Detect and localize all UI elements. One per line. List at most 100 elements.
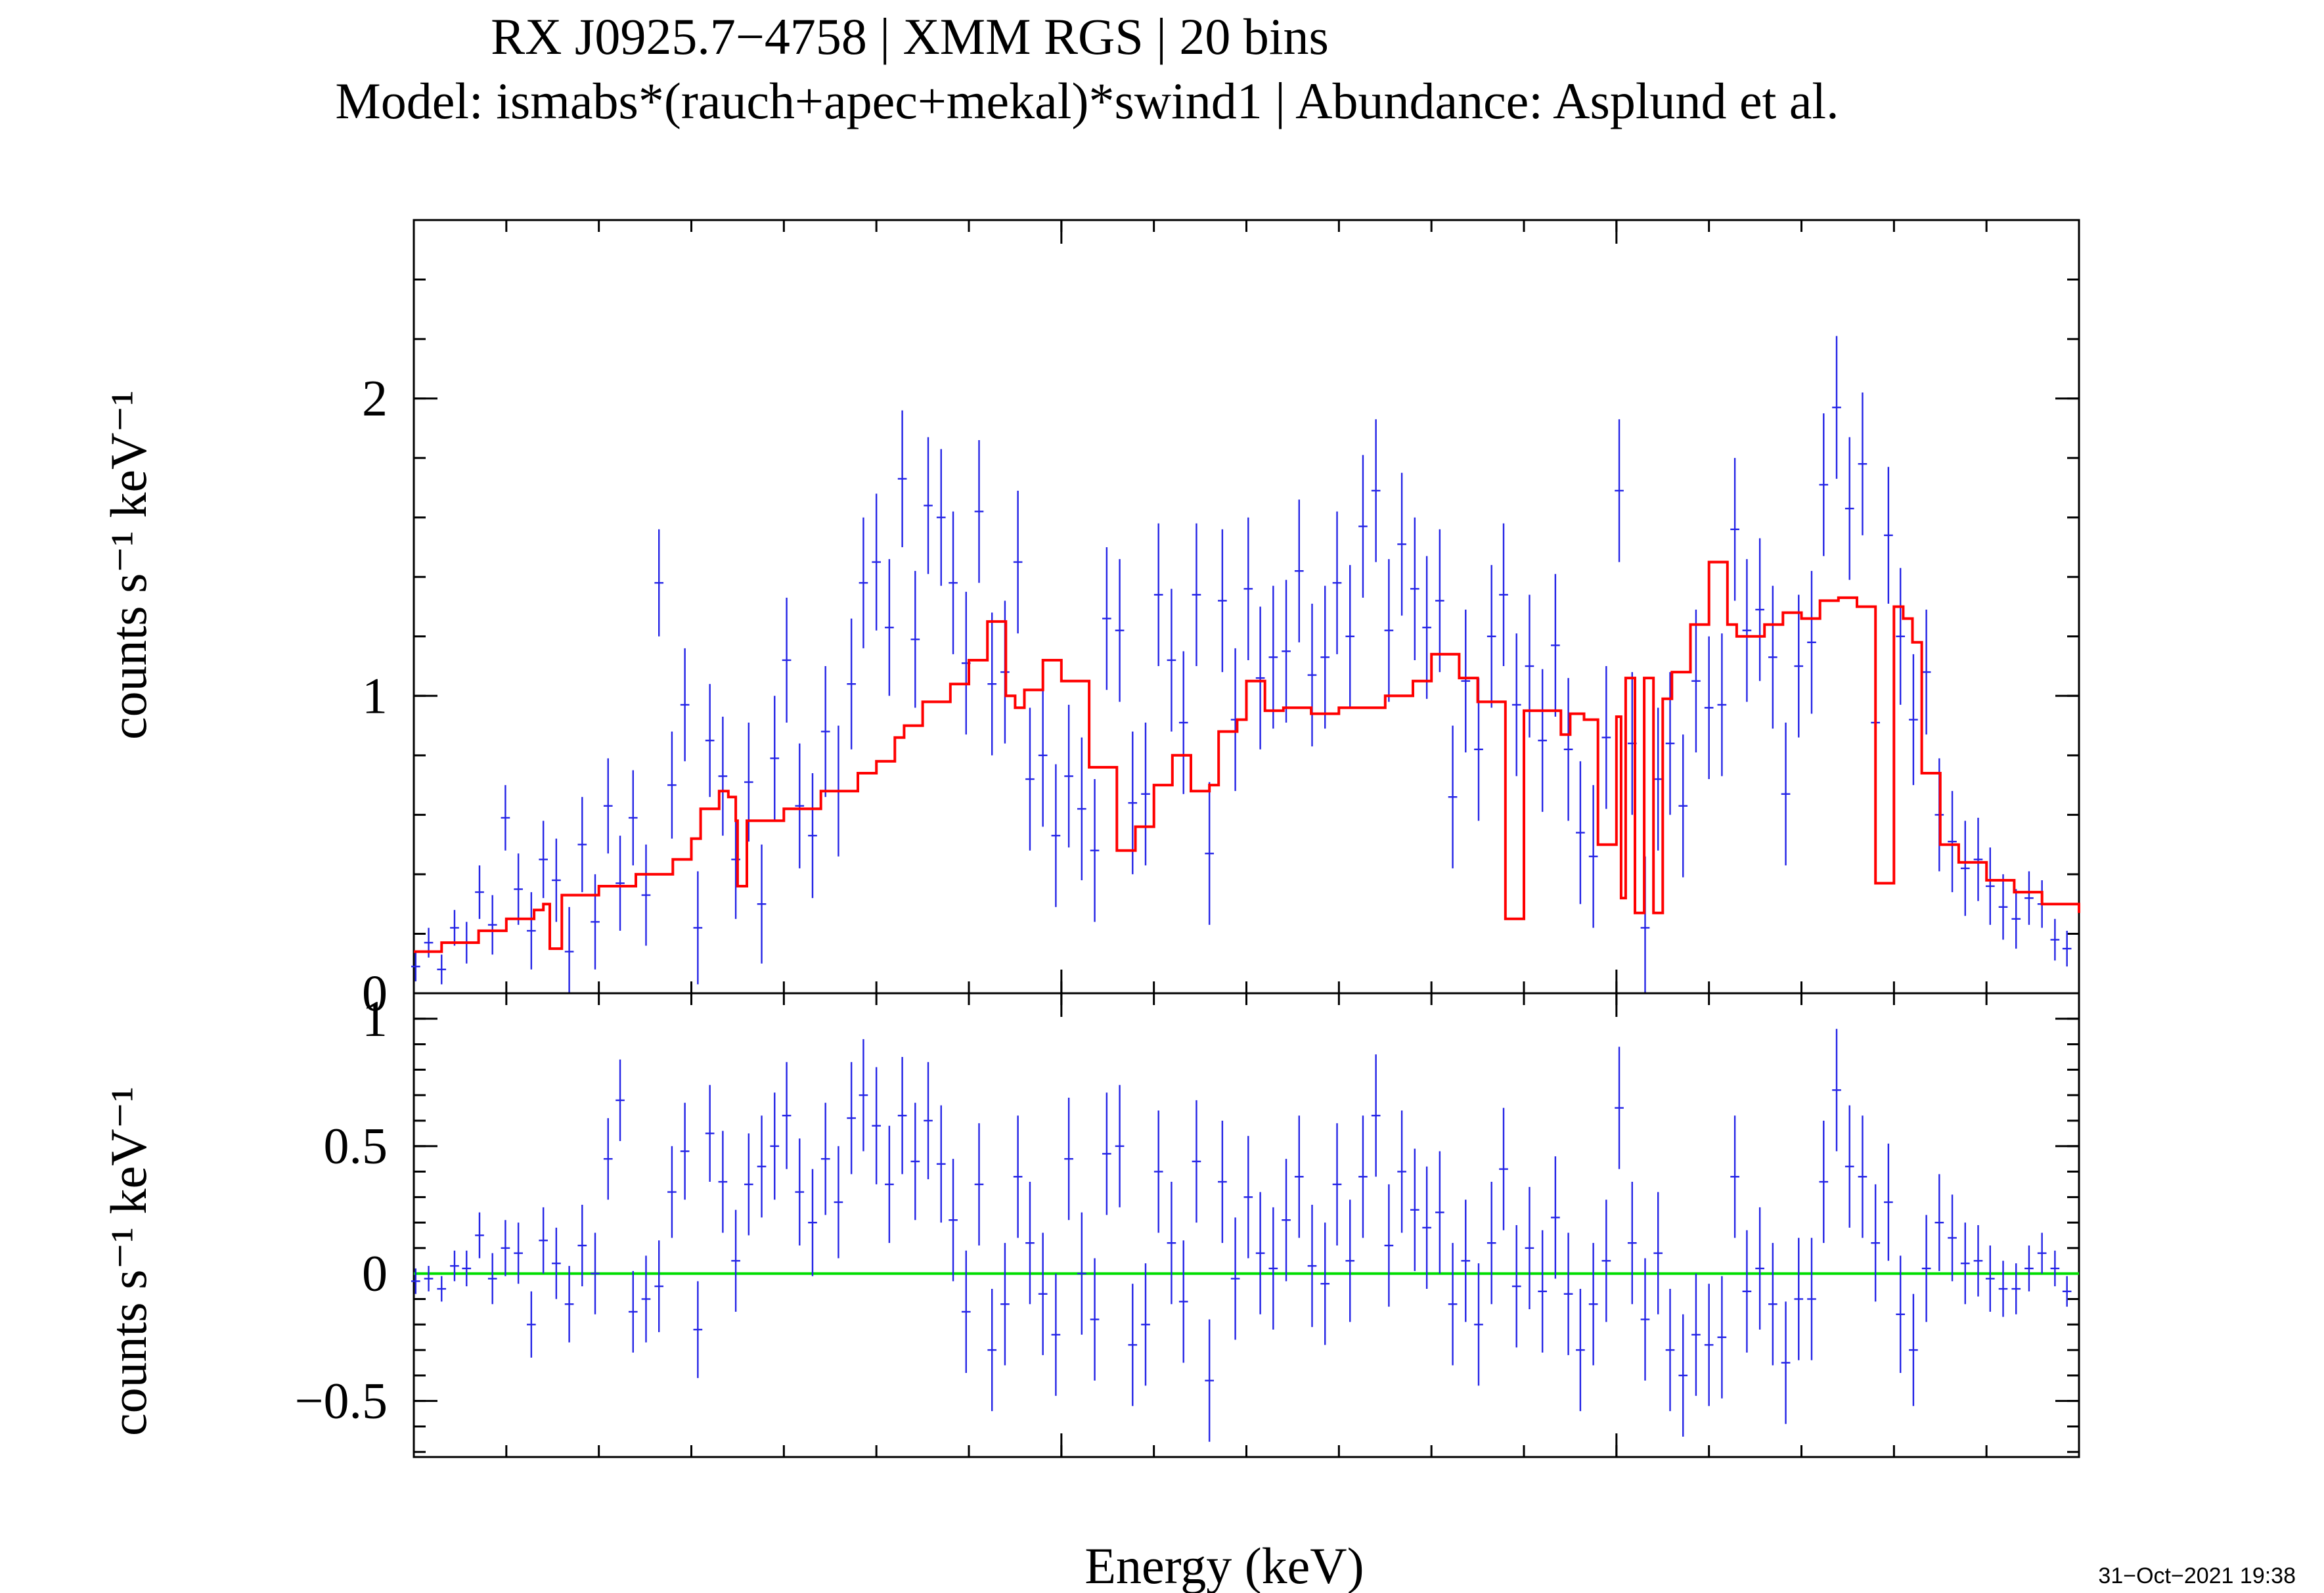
data-point	[2024, 871, 2034, 925]
data-point	[910, 571, 920, 708]
data-point	[1588, 785, 1598, 928]
data-point	[1896, 568, 1906, 705]
data-point	[1102, 1092, 1111, 1215]
chart-title-line1: RX J0925.7−4758 | XMM RGS | 20 bins	[491, 8, 1329, 65]
plot-frame	[413, 219, 2080, 995]
data-point	[1038, 684, 1048, 827]
data-point	[1742, 559, 1752, 702]
data-point	[1960, 1223, 1970, 1305]
data-point	[885, 1125, 894, 1244]
data-point	[1615, 1046, 1624, 1169]
data-point	[1909, 1293, 1918, 1406]
data-point	[859, 1039, 868, 1152]
bottom-y-axis-label: counts s⁻¹ keV⁻¹	[100, 1087, 157, 1436]
data-point	[987, 612, 997, 755]
data-point	[2062, 930, 2072, 967]
data-point	[1013, 1115, 1023, 1238]
data-point	[1678, 734, 1688, 878]
data-point	[1960, 820, 1970, 916]
data-point	[1896, 1255, 1906, 1373]
data-point	[1525, 595, 1534, 738]
data-point	[1178, 651, 1188, 794]
data-point	[667, 1146, 677, 1238]
data-point	[1064, 1098, 1073, 1221]
data-point	[936, 449, 946, 586]
data-point	[1192, 1100, 1201, 1223]
data-point	[1410, 1148, 1419, 1271]
data-point	[1435, 1151, 1444, 1274]
data-point	[1320, 1223, 1330, 1345]
data-point	[1435, 529, 1444, 673]
data-point	[1000, 1243, 1010, 1366]
data-point	[834, 1146, 843, 1259]
data-point	[1282, 579, 1291, 723]
data-point	[897, 1056, 907, 1175]
data-point	[1410, 517, 1419, 660]
data-point	[782, 1062, 792, 1169]
data-point	[1474, 1263, 1483, 1386]
data-point	[847, 618, 856, 750]
data-point	[1371, 419, 1381, 562]
data-point	[1192, 523, 1201, 667]
data-point	[744, 1133, 753, 1236]
residuals-panel: −0.5 0 0.5 1	[295, 990, 2080, 1458]
data-point	[1051, 764, 1061, 907]
top-y-axis-label: counts s⁻¹ keV⁻¹	[100, 390, 157, 740]
data-point	[910, 1102, 920, 1221]
data-point	[1397, 472, 1406, 616]
data-point	[577, 797, 587, 893]
data-point	[1205, 782, 1214, 925]
data-point	[1218, 1120, 1227, 1244]
data-point	[1102, 547, 1111, 690]
data-point	[527, 892, 536, 970]
data-point	[654, 1240, 664, 1332]
data-point	[1345, 565, 1355, 708]
data-point	[1832, 1029, 1841, 1152]
data-point	[1704, 1284, 1714, 1406]
data-point	[411, 1268, 420, 1294]
data-point	[1807, 1238, 1816, 1360]
data-point	[1755, 538, 1764, 681]
data-point	[1077, 737, 1086, 880]
data-point	[539, 1207, 548, 1274]
data-point	[1884, 1143, 1893, 1261]
data-point	[564, 1266, 574, 1343]
data-point	[1781, 1301, 1791, 1424]
data-point	[1307, 1204, 1317, 1328]
data-point	[795, 1138, 805, 1246]
data-point	[1588, 1243, 1598, 1366]
data-point	[450, 1250, 459, 1282]
data-point	[577, 1204, 587, 1287]
data-point	[795, 743, 805, 868]
data-point	[1332, 511, 1342, 654]
data-point	[1205, 1319, 1214, 1442]
data-point	[1499, 523, 1508, 667]
data-point	[1948, 791, 1957, 893]
data-point	[487, 895, 497, 955]
data-point	[514, 853, 523, 925]
data-point	[1576, 1288, 1585, 1412]
data-point	[885, 559, 894, 696]
data-point	[1819, 1120, 1829, 1244]
data-point	[1448, 1243, 1458, 1366]
y-tick-label: 0.5	[324, 1117, 388, 1175]
data-point	[1998, 1261, 2008, 1317]
data-point	[1794, 1238, 1804, 1360]
y-tick-label: 0	[362, 1245, 388, 1302]
data-point	[1640, 1258, 1650, 1381]
data-point	[1358, 1115, 1368, 1238]
y-tick-label: −0.5	[295, 1372, 388, 1429]
data-point	[1422, 556, 1431, 699]
data-point	[591, 1232, 600, 1314]
data-point	[1768, 1243, 1777, 1366]
data-point	[487, 1253, 497, 1305]
data-point	[1307, 603, 1317, 747]
data-point	[782, 597, 792, 723]
data-point	[1794, 595, 1804, 738]
data-point	[2011, 889, 2021, 949]
data-point	[1090, 779, 1100, 922]
data-point	[1461, 1200, 1471, 1322]
data-point	[1973, 817, 1983, 901]
data-point	[1601, 666, 1611, 809]
